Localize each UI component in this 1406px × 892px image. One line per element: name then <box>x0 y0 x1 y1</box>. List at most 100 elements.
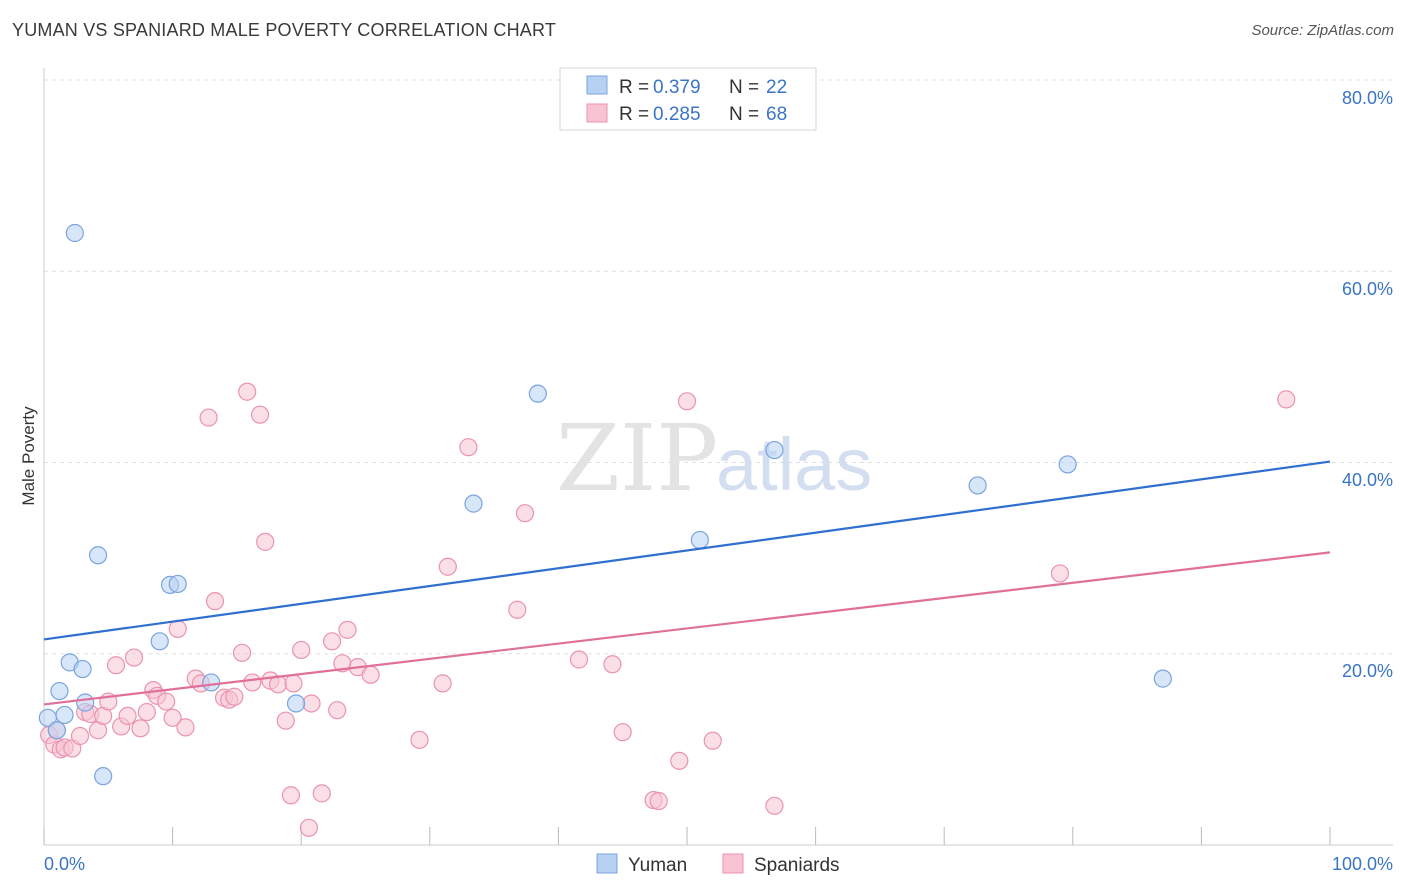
spaniards-point <box>361 665 380 684</box>
legend-r-value-2: 0.285 <box>653 104 701 125</box>
watermark-atlas: atlas <box>716 423 872 506</box>
spaniards-point <box>649 791 668 811</box>
spaniards-point <box>225 687 244 706</box>
spaniards-point <box>284 674 303 693</box>
spaniards-point <box>70 726 90 746</box>
spaniards-point <box>232 643 252 662</box>
spaniards-point <box>238 382 257 401</box>
legend-n-value-1: 22 <box>766 77 787 98</box>
spaniards-point <box>124 648 144 667</box>
spaniards-point <box>670 751 689 770</box>
spaniards-point <box>299 818 319 837</box>
spaniards-point <box>157 692 176 711</box>
bottom-legend-swatch-spaniards <box>722 853 744 874</box>
y-tick-label-40: 40.0% <box>1342 470 1393 490</box>
yuman-point <box>690 530 709 550</box>
legend-r-label-2: R = <box>619 104 649 125</box>
spaniards-point <box>515 504 535 523</box>
yuman-point <box>150 632 169 651</box>
yuman-point <box>50 681 69 701</box>
yuman-point <box>55 705 74 725</box>
spaniards-point <box>199 408 218 427</box>
legend-swatch-yuman <box>586 75 608 95</box>
spaniards-point <box>312 784 331 803</box>
spaniards-point <box>118 706 137 726</box>
yuman-point <box>1058 455 1077 474</box>
yuman-point <box>765 440 784 460</box>
spaniards-point <box>256 532 275 551</box>
source-label: Source: ZipAtlas.com <box>1251 22 1394 39</box>
spaniards-point <box>765 796 784 815</box>
spaniards-point <box>205 592 225 611</box>
bottom-legend-label-yuman: Yuman <box>628 855 687 876</box>
yuman-point <box>73 659 92 679</box>
legend-r-value-1: 0.379 <box>653 77 701 98</box>
x-axis-ticks <box>43 827 1331 845</box>
bottom-legend-label-spaniards: Spaniards <box>754 855 840 876</box>
yuman-point <box>168 574 187 594</box>
spaniards-point <box>508 600 527 619</box>
spaniards-point <box>433 674 452 693</box>
spaniards-point <box>410 730 429 749</box>
chart-title: YUMAN VS SPANIARD MALE POVERTY CORRELATI… <box>12 20 557 40</box>
legend-n-value-2: 68 <box>766 104 787 125</box>
spaniards-point <box>703 731 722 750</box>
yuman-point <box>968 476 987 495</box>
spaniards-point <box>137 702 156 722</box>
yuman-points <box>38 223 1172 786</box>
spaniards-point <box>168 619 187 638</box>
legend-n-label-1: N = <box>729 77 759 98</box>
grid-lines <box>44 79 1393 655</box>
y-axis-title: Male Poverty <box>19 406 38 506</box>
stats-legend: R = 0.379 N = 22 R = 0.285 N = 68 <box>559 67 817 131</box>
x-tick-label-0: 0.0% <box>44 854 85 874</box>
spaniards-point <box>243 673 262 692</box>
y-tick-label-20: 20.0% <box>1342 661 1393 681</box>
yuman-point <box>202 673 221 692</box>
spaniards-points <box>40 382 1296 837</box>
spaniards-point <box>163 708 182 727</box>
spaniards-point <box>603 655 622 674</box>
spaniards-point <box>106 656 126 675</box>
yuman-point <box>286 694 306 713</box>
spaniards-point <box>569 650 589 669</box>
spaniards-point <box>1050 564 1070 583</box>
spaniards-point <box>613 723 632 742</box>
spaniards-point <box>302 694 321 713</box>
spaniards-point <box>250 405 270 424</box>
spaniards-point <box>276 711 295 730</box>
spaniards-point <box>459 438 478 457</box>
trend-lines <box>43 460 1331 706</box>
yuman-point <box>47 721 66 740</box>
yuman-point <box>65 223 84 243</box>
spaniards-point <box>322 632 342 651</box>
yuman-point <box>88 546 108 565</box>
legend-n-label-2: N = <box>729 104 759 125</box>
spaniards-point <box>438 557 457 576</box>
spaniards-point <box>1277 390 1296 409</box>
spaniards-point <box>328 701 347 720</box>
spaniards-point <box>338 620 357 639</box>
yuman-point <box>1153 669 1172 688</box>
yuman-point <box>94 767 113 786</box>
watermark: ZIP atlas <box>556 405 872 512</box>
yuman-point <box>76 693 95 712</box>
y-tick-label-80: 80.0% <box>1342 88 1393 108</box>
spaniards-point <box>292 640 311 660</box>
spaniards-point <box>176 718 195 737</box>
legend-swatch-spaniards <box>586 103 608 123</box>
spaniards-trend-line <box>43 551 1331 706</box>
yuman-point <box>464 494 483 513</box>
spaniards-point <box>281 786 301 805</box>
x-tick-label-100: 100.0% <box>1332 854 1393 874</box>
spaniards-point <box>677 392 697 411</box>
bottom-legend-swatch-yuman <box>596 853 618 874</box>
watermark-zip: ZIP <box>556 405 718 512</box>
yuman-point <box>528 384 547 403</box>
yuman-trend-line <box>43 460 1331 641</box>
spaniards-point <box>131 719 150 738</box>
legend-r-label-1: R = <box>619 77 649 98</box>
y-tick-label-60: 60.0% <box>1342 279 1393 299</box>
series-legend: Yuman Spaniards <box>596 853 840 876</box>
